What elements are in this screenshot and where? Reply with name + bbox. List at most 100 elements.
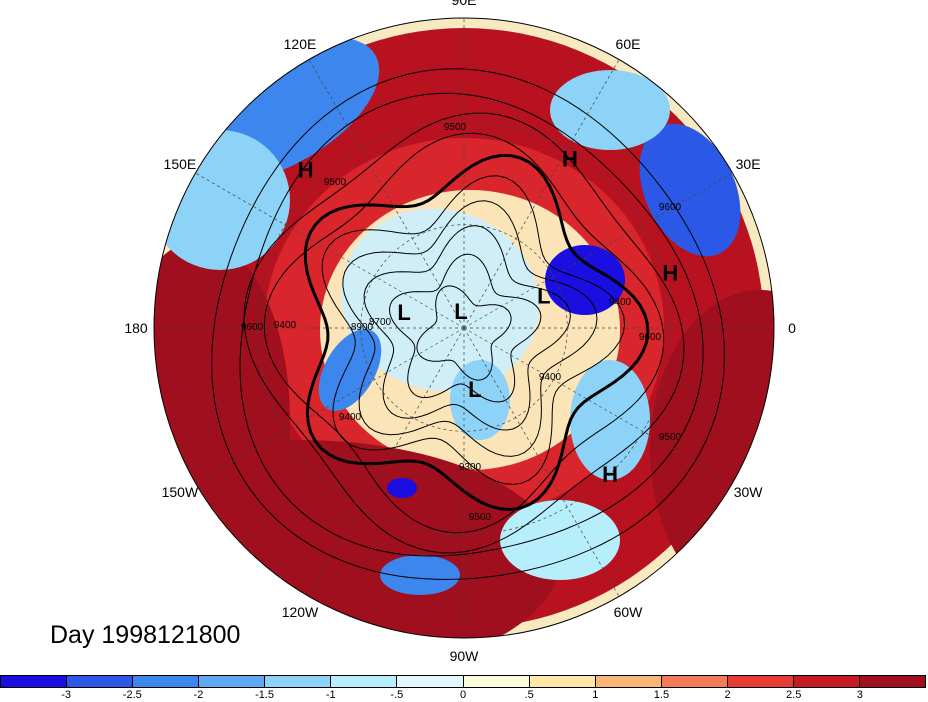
longitude-label: 150W [162, 484, 199, 500]
contour-line-7 [243, 112, 685, 554]
map-border [153, 17, 775, 639]
low-pressure-label: L [397, 300, 410, 325]
longitude-label: 90W [450, 648, 480, 664]
contour-label: 9500 [324, 177, 347, 188]
contour-label: 9400 [609, 297, 632, 308]
colorbar-swatch [595, 676, 662, 687]
height-contours [211, 68, 725, 580]
colorbar-swatch [860, 676, 926, 687]
contour-label: 9400 [339, 412, 362, 423]
longitude-labels: 90E 60E 120E 30E 150E 180 0 150W 30W 120W 60W 90W [124, 0, 796, 664]
anomaly-ne-blue [639, 123, 741, 257]
contour-label: 9600 [639, 332, 662, 343]
map-field [154, 18, 774, 638]
contour-line-2 [363, 225, 571, 431]
colorbar-tick-label: -2 [193, 689, 204, 701]
colorbar-swatch [793, 676, 861, 687]
meridian-120 [308, 59, 465, 329]
colorbar-swatch [397, 676, 464, 687]
colorbar [0, 675, 926, 688]
colorbar-tick-label: -1.5 [255, 689, 275, 701]
contour-line-6 [263, 132, 665, 534]
colorbar-tick-label: .5 [524, 689, 534, 701]
colorbar-tick-label: -2.5 [122, 689, 142, 701]
longitude-label: 30E [736, 156, 761, 172]
longitude-label: 60E [616, 36, 641, 52]
colorbar-tick-label: -1 [325, 689, 336, 701]
day-title: Day 1998121800 [50, 621, 241, 649]
colorbar-swatch [529, 676, 596, 687]
colorbar-swatch [199, 676, 266, 687]
anomaly-inner-cool [341, 208, 539, 392]
contour-line-5 [303, 153, 650, 512]
contour-line-3 [342, 200, 598, 457]
contour-label: 9400 [539, 372, 562, 383]
colorbar-swatch [727, 676, 794, 687]
colorbar-swatch [661, 676, 728, 687]
longitude-label: 120E [284, 36, 317, 52]
anomaly-ne-lightblue [550, 70, 670, 150]
high-pressure-label: H [662, 261, 678, 286]
low-pressure-label: L [537, 284, 550, 309]
anomaly-center-blue [450, 360, 510, 440]
colorbar-tick-labels: -3 -2.5 -2 -1.5 -1 -.5 0 .5 1 1.5 2 2.5 3 [0, 689, 928, 702]
meridian-30 [463, 172, 733, 329]
colorbar-tick-label: 2 [724, 689, 731, 701]
longitude-label: 60W [614, 604, 644, 620]
colorbar-swatch [133, 676, 200, 687]
low-pressure-label: L [468, 377, 481, 402]
contour-label: 9600 [241, 322, 264, 333]
longitude-label: 0 [788, 320, 796, 336]
colorbar-tick-label: 0 [459, 689, 467, 701]
contour-line-0 [416, 285, 512, 381]
colorbar-tick-label: 3 [856, 689, 863, 701]
meridian-210 [195, 327, 465, 484]
colorbar-swatch [67, 676, 134, 687]
contour-line-1 [388, 253, 542, 403]
anomaly-west-red [154, 240, 290, 600]
colorbar-swatch [1, 676, 68, 687]
longitude-label: 180 [124, 320, 148, 336]
contour-label: 9500 [469, 512, 492, 523]
anomaly-shading [154, 28, 774, 638]
contour-line-4 [321, 175, 626, 485]
contour-label: 9300 [459, 462, 482, 473]
contour-label: 9500 [659, 432, 682, 443]
meridian-150 [195, 172, 465, 329]
contour-line-8 [239, 92, 704, 557]
contour-label: 8900 [351, 322, 374, 333]
contour-line-9 [211, 68, 725, 580]
pressure-centers: H H H H L L L L [298, 147, 678, 488]
anomaly-west-blue [318, 329, 382, 411]
meridian-60 [463, 59, 620, 329]
anomaly-se-blue [570, 360, 650, 480]
contour-label: 8700 [369, 317, 392, 328]
meridian-330 [463, 327, 733, 484]
longitude-label: 120W [282, 604, 319, 620]
low-pressure-label: L [454, 299, 467, 324]
longitude-label: 30W [734, 484, 764, 500]
colorbar-swatch [331, 676, 398, 687]
anomaly-south-blue [380, 555, 460, 595]
anomaly-small-blue [387, 478, 417, 498]
high-pressure-label: H [298, 158, 314, 183]
longitude-label: 90E [452, 0, 477, 8]
colorbar-tick-label: 1.5 [653, 689, 670, 701]
lat-lon-grid [154, 18, 774, 638]
high-pressure-label: H [602, 462, 618, 487]
meridian-240 [308, 327, 465, 597]
contour-label: 9600 [659, 202, 682, 213]
colorbar-tick-label: -.5 [390, 689, 404, 701]
colorbar-tick-label: -3 [61, 689, 72, 701]
colorbar-tick-label: 1 [592, 689, 599, 701]
colorbar-swatch [463, 676, 530, 687]
contour-label: 9400 [274, 320, 297, 331]
colorbar-swatch [265, 676, 332, 687]
high-pressure-label: H [562, 147, 578, 172]
longitude-label: 150E [164, 156, 197, 172]
anomaly-south-lightblue [500, 500, 620, 580]
colorbar-tick-label: 2.5 [786, 689, 802, 701]
meridian-300 [463, 327, 620, 597]
